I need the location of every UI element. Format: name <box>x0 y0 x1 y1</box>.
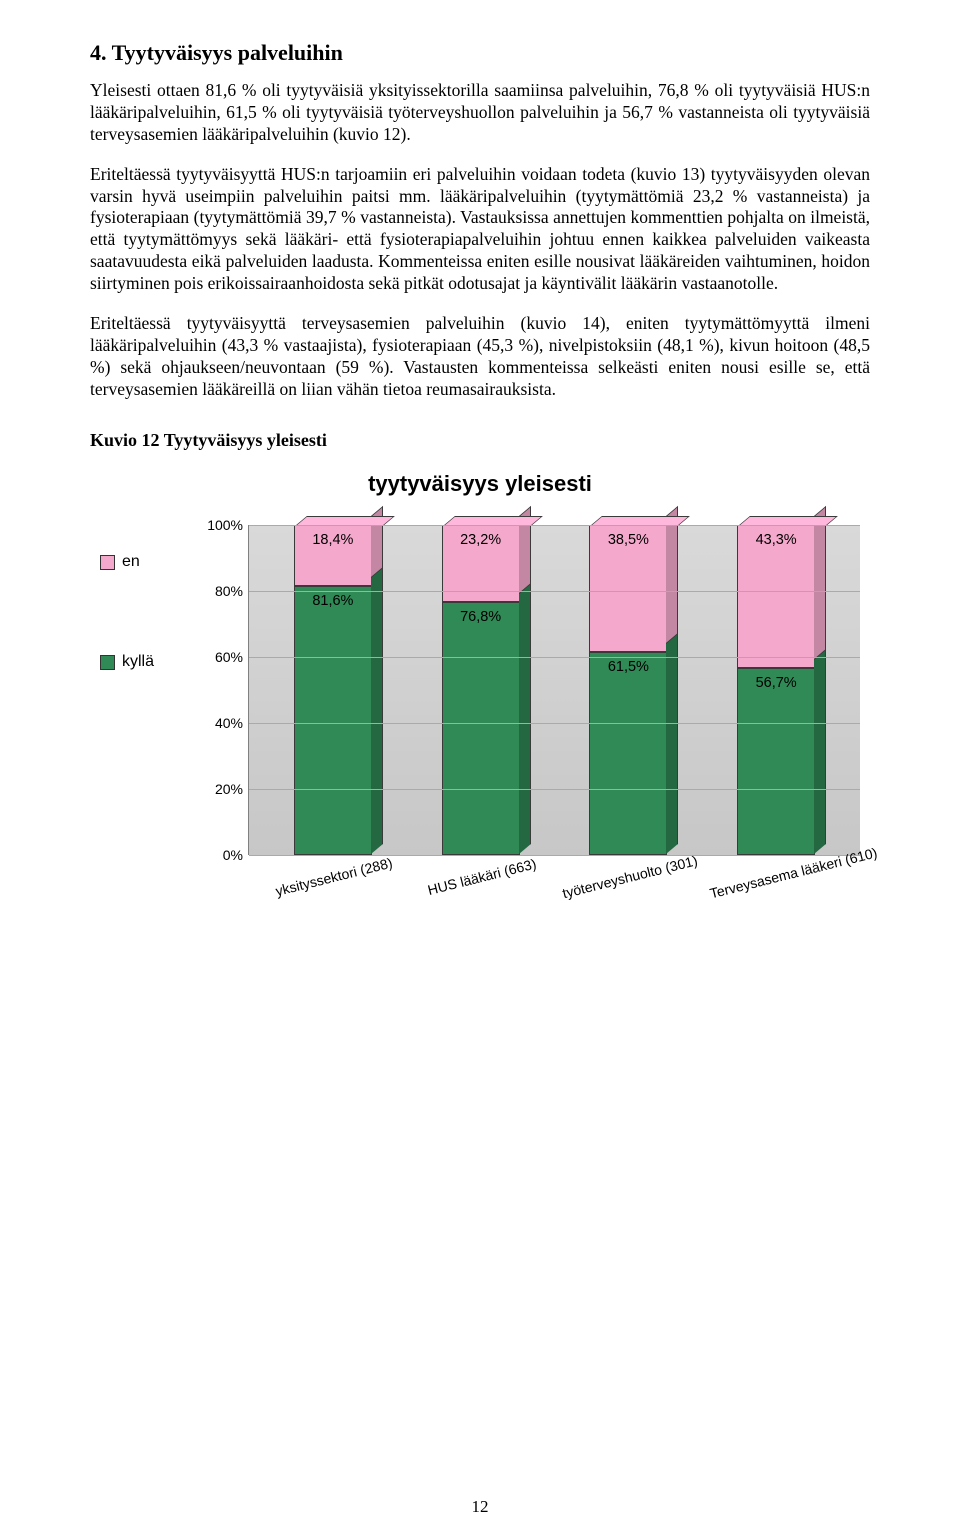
legend-swatch-en <box>100 555 115 570</box>
chart-x-labels: yksityssektori (288)HUS lääkäri (663)työ… <box>248 869 860 949</box>
chart-xlabel: HUS lääkäri (663) <box>412 852 567 963</box>
figure-caption: Kuvio 12 Tyytyväisyys yleisesti <box>90 430 870 451</box>
bar-segment-en: 43,3% <box>737 525 815 668</box>
bar-side <box>666 506 678 651</box>
bar-value-kylla: 76,8% <box>443 609 519 625</box>
bar-value-en: 38,5% <box>590 532 666 548</box>
bar-value-kylla: 56,7% <box>738 675 814 691</box>
chart-title: tyytyväisyys yleisesti <box>100 471 860 497</box>
chart-bar: 38,5% 61,5% <box>589 525 667 855</box>
bar-segment-kylla: 61,5% <box>589 652 667 855</box>
chart-xlabel: Terveysasema lääkeri (610) <box>708 852 863 963</box>
body-paragraph-1: Yleisesti ottaen 81,6 % oli tyytyväisiä … <box>90 80 870 146</box>
bar-side <box>666 633 678 854</box>
bar-value-kylla: 81,6% <box>295 593 371 609</box>
chart-bar: 23,2% 76,8% <box>442 525 520 855</box>
bar-segment-en: 38,5% <box>589 525 667 652</box>
chart-gridline <box>249 789 860 790</box>
chart-bar: 18,4% 81,6% <box>294 525 372 855</box>
chart-gridline <box>249 657 860 658</box>
chart-xlabel: yksityssektori (288) <box>264 852 419 963</box>
chart-gridline <box>249 591 860 592</box>
chart-legend: en kyllä <box>100 525 210 949</box>
bar-value-en: 23,2% <box>443 532 519 548</box>
chart-grid: 18,4% 81,6% 23,2% 76,8% 38,5% 61,5% 43,3% 56,7%… <box>248 525 860 855</box>
bar-value-kylla: 61,5% <box>590 659 666 675</box>
bar-side <box>519 583 531 855</box>
chart-bar: 43,3% 56,7% <box>737 525 815 855</box>
body-paragraph-3: Eriteltäessä tyytyväisyyttä terveysasemi… <box>90 313 870 401</box>
chart-xlabel: työterveyshuolto (301) <box>560 852 715 963</box>
legend-swatch-kylla <box>100 655 115 670</box>
chart-ytick: 0% <box>203 847 243 863</box>
bar-value-en: 43,3% <box>738 532 814 548</box>
chart-bars: 18,4% 81,6% 23,2% 76,8% 38,5% 61,5% 43,3% 56,7% <box>249 525 860 855</box>
legend-label-kylla: kyllä <box>122 653 154 671</box>
bar-side <box>814 649 826 854</box>
chart-container: tyytyväisyys yleisesti en kyllä 18,4% 81,… <box>100 471 860 949</box>
page-number: 12 <box>0 1497 960 1517</box>
bar-segment-kylla: 56,7% <box>737 668 815 855</box>
bar-side <box>814 506 826 667</box>
chart-gridline <box>249 525 860 526</box>
chart-ytick: 40% <box>203 715 243 731</box>
chart-plot: 18,4% 81,6% 23,2% 76,8% 38,5% 61,5% 43,3% 56,7%… <box>210 525 860 949</box>
chart-ytick: 100% <box>203 517 243 533</box>
legend-item-en: en <box>100 553 210 571</box>
section-heading: 4. Tyytyväisyys palveluihin <box>90 40 870 66</box>
chart-ytick: 20% <box>203 781 243 797</box>
chart-ytick: 60% <box>203 649 243 665</box>
chart-gridline <box>249 723 860 724</box>
chart-gridline <box>249 855 860 856</box>
bar-value-en: 18,4% <box>295 532 371 548</box>
chart-ytick: 80% <box>203 583 243 599</box>
bar-side <box>371 567 383 854</box>
bar-segment-en: 18,4% <box>294 525 372 586</box>
body-paragraph-2: Eriteltäessä tyytyväisyyttä HUS:n tarjoa… <box>90 164 870 295</box>
bar-segment-kylla: 81,6% <box>294 586 372 855</box>
legend-label-en: en <box>122 553 140 571</box>
bar-segment-kylla: 76,8% <box>442 602 520 855</box>
legend-item-kylla: kyllä <box>100 653 210 671</box>
chart-body: en kyllä 18,4% 81,6% 23,2% 76,8% 38,5% 61,5% 4… <box>100 525 860 949</box>
